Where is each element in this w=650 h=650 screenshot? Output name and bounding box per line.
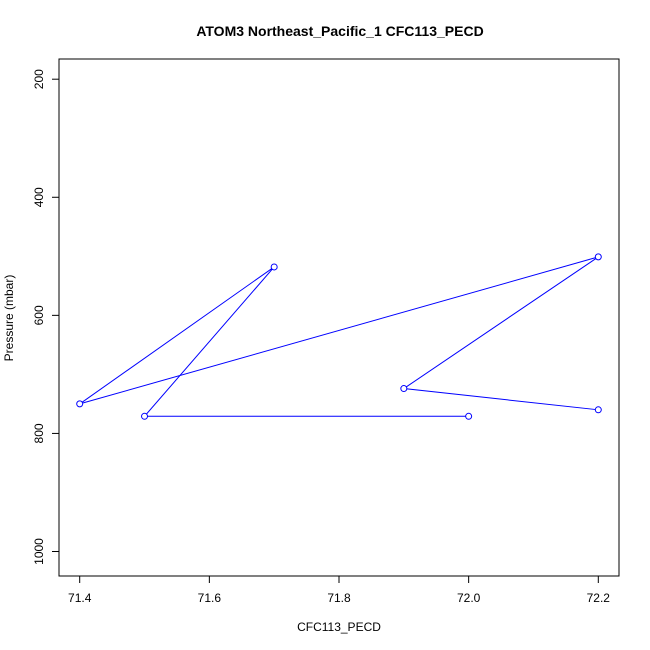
x-axis: 71.4 71.6 71.8 72.0 72.2 — [68, 575, 611, 605]
series-connector — [79, 256, 599, 405]
y-tick-label: 800 — [32, 423, 46, 443]
data-point — [141, 412, 149, 420]
data-point — [594, 406, 602, 414]
y-tick-label: 600 — [32, 305, 46, 325]
y-tick-label: 400 — [32, 187, 46, 207]
x-tick-label: 71.8 — [327, 591, 351, 605]
y-axis-label: Pressure (mbar) — [2, 275, 16, 362]
series-layer — [76, 253, 602, 420]
y-axis: 200 400 600 800 1000 — [32, 69, 60, 565]
data-point — [76, 400, 84, 408]
x-axis-label: CFC113_PECD — [297, 620, 381, 634]
y-tick-label: 200 — [32, 69, 46, 89]
plot-frame — [58, 58, 620, 577]
x-tick-label: 72.0 — [457, 591, 481, 605]
series-line — [79, 266, 469, 417]
data-point — [594, 253, 602, 261]
data-point — [465, 412, 473, 420]
data-point — [400, 385, 408, 393]
y-tick-label: 1000 — [32, 538, 46, 565]
series-line — [402, 256, 599, 411]
x-tick-label: 71.4 — [68, 591, 92, 605]
chart-title: ATOM3 Northeast_Pacific_1 CFC113_PECD — [196, 23, 483, 39]
x-tick-label: 72.2 — [587, 591, 611, 605]
data-point — [270, 263, 278, 271]
x-tick-label: 71.6 — [198, 591, 222, 605]
